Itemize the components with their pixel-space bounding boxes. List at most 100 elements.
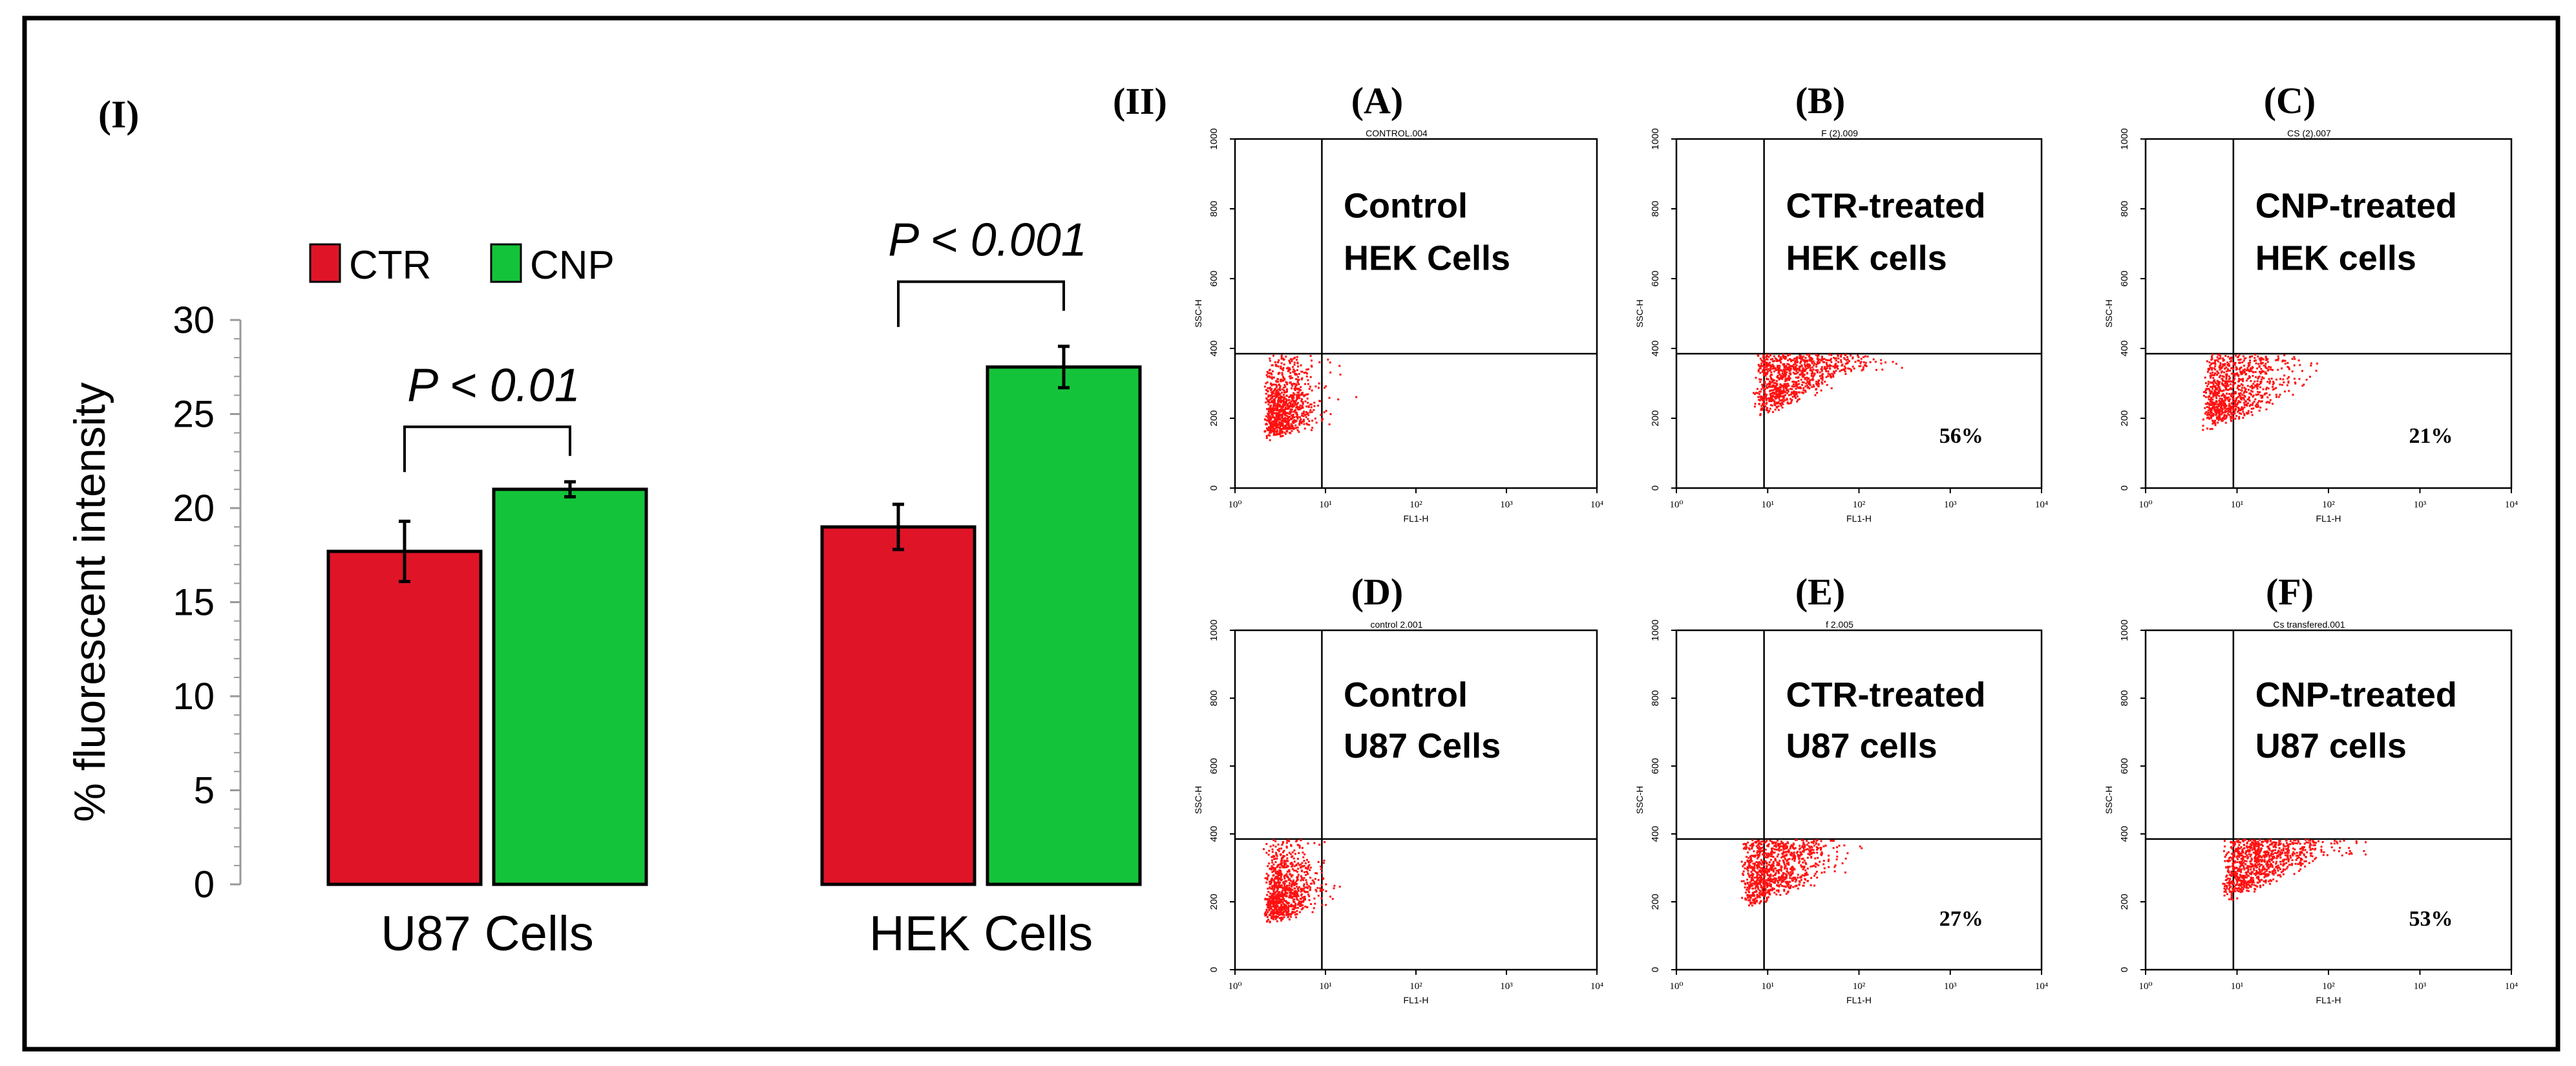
event-dot [1820, 848, 1822, 851]
event-dot [2228, 380, 2230, 383]
event-dot [1272, 874, 1275, 877]
event-dot [1281, 884, 1283, 887]
event-dot [1276, 427, 1278, 429]
event-dot [1802, 367, 1804, 370]
event-dot [1280, 407, 1283, 410]
event-dot [2277, 359, 2279, 361]
event-dot [2216, 387, 2219, 390]
event-dot [1766, 409, 1769, 412]
event-dot [1283, 866, 1285, 869]
event-dot [1817, 379, 1820, 381]
event-dot [2230, 420, 2232, 422]
event-dot [1778, 884, 1780, 886]
event-dot [1746, 886, 1749, 889]
event-dot [2214, 368, 2217, 371]
event-dot [1293, 410, 1295, 413]
event-dot [1322, 862, 1325, 864]
event-dot [2203, 390, 2206, 393]
event-dot [1289, 880, 1292, 882]
event-dot [1300, 890, 1302, 893]
event-dot [1266, 408, 1269, 410]
event-dot [2252, 843, 2255, 846]
event-dot [2323, 851, 2325, 853]
event-dot [1776, 389, 1779, 391]
event-dot [1265, 397, 1268, 400]
event-dot [1769, 380, 1771, 383]
event-dot [1753, 864, 1756, 867]
event-dot [1307, 891, 1309, 893]
event-dot [2282, 868, 2285, 871]
legend: CTR CNP [309, 243, 615, 288]
event-dot [1763, 874, 1766, 877]
event-dot [1305, 422, 1308, 425]
event-dot [1274, 407, 1277, 410]
event-dot [1826, 363, 1828, 365]
event-dot [1756, 851, 1758, 854]
event-dot [1804, 369, 1807, 372]
event-dot [1271, 370, 1274, 372]
event-dot [1280, 398, 1282, 400]
event-dot [1293, 893, 1295, 896]
event-dot [1749, 901, 1751, 904]
event-dot [1744, 891, 1747, 894]
event-dot [1305, 371, 1307, 374]
event-dot [2292, 394, 2294, 396]
event-dot [1320, 414, 1322, 416]
event-dot [1290, 418, 1293, 421]
event-dot [1759, 372, 1762, 374]
event-dot [2272, 382, 2275, 385]
event-dot [1808, 849, 1811, 851]
event-dot [2207, 416, 2210, 419]
event-dot [1294, 420, 1297, 423]
event-dot [1788, 370, 1791, 372]
event-dot [1272, 890, 1275, 893]
event-dot [2247, 368, 2250, 371]
event-dot [1322, 877, 1324, 879]
event-dot [1268, 415, 1271, 418]
event-dot [1793, 868, 1796, 871]
event-dot [1280, 422, 1282, 425]
event-dot [2229, 398, 2232, 401]
event-dot [1821, 381, 1823, 383]
event-dot [1779, 878, 1782, 880]
event-dot [1265, 435, 1268, 438]
event-dot [2281, 367, 2283, 370]
event-dot [1290, 875, 1293, 878]
event-dot [1751, 877, 1754, 880]
event-dot [1764, 888, 1767, 890]
event-dot [1760, 872, 1763, 875]
event-dot [1308, 864, 1311, 866]
event-dot [1291, 385, 1294, 387]
event-dot [1767, 845, 1769, 847]
event-dot [1782, 873, 1784, 876]
event-dot [1747, 867, 1750, 869]
event-dot [2238, 861, 2241, 864]
event-dot [1769, 883, 1772, 886]
event-dot [1278, 913, 1280, 916]
event-dot [2232, 385, 2234, 388]
event-dot [2243, 875, 2246, 877]
event-dot [1801, 391, 1804, 394]
event-dot [1744, 863, 1746, 866]
event-dot [1308, 388, 1311, 390]
event-dot [1758, 846, 1760, 848]
event-dot [1766, 884, 1768, 887]
event-dot [1803, 882, 1806, 884]
event-dot [1766, 899, 1768, 902]
x-tick-label: 10⁴ [2035, 500, 2048, 510]
event-dot [2250, 367, 2252, 370]
event-dot [1293, 899, 1295, 902]
event-dot [2234, 354, 2237, 357]
event-dot [1792, 846, 1795, 849]
event-dot [1759, 877, 1762, 879]
event-dot [1286, 415, 1289, 418]
event-dot [2205, 387, 2208, 390]
event-dot [2297, 857, 2300, 859]
event-dot [2240, 412, 2243, 415]
event-dot [1840, 354, 1842, 356]
event-dot [2228, 375, 2231, 378]
x-axis-title: FL1-H [1846, 513, 1872, 524]
event-dot [1769, 875, 1772, 877]
event-dot [2229, 856, 2232, 858]
